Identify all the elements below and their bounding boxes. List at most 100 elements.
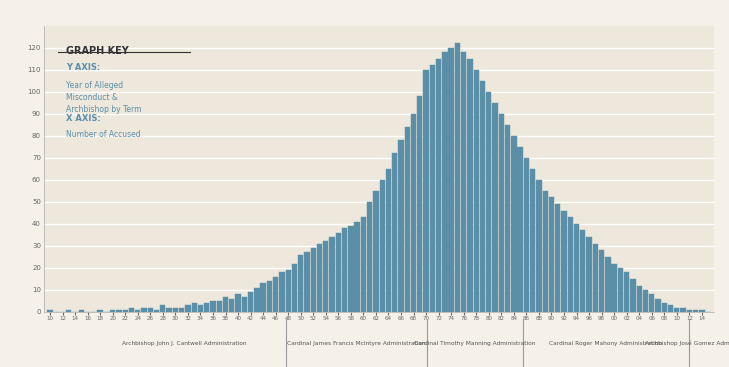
Bar <box>273 277 278 312</box>
Bar <box>267 281 272 312</box>
Bar <box>455 43 460 312</box>
Bar <box>367 202 373 312</box>
Bar <box>417 96 423 312</box>
Bar <box>204 303 209 312</box>
Bar <box>47 310 52 312</box>
Bar <box>624 272 629 312</box>
Bar <box>593 244 598 312</box>
Bar <box>443 52 448 312</box>
Bar <box>342 228 347 312</box>
Bar <box>699 310 704 312</box>
Bar <box>98 310 103 312</box>
Bar <box>480 81 486 312</box>
Bar <box>555 204 561 312</box>
Bar <box>323 241 329 312</box>
Bar <box>649 294 655 312</box>
Bar <box>461 52 467 312</box>
Bar <box>574 224 579 312</box>
Bar <box>198 305 203 312</box>
Bar <box>424 70 429 312</box>
Bar <box>298 255 303 312</box>
Bar <box>79 310 84 312</box>
Bar <box>586 237 592 312</box>
Bar <box>411 114 416 312</box>
Bar <box>185 305 190 312</box>
Bar <box>129 308 134 312</box>
Bar <box>542 191 548 312</box>
Text: X AXIS:: X AXIS: <box>66 113 101 123</box>
Bar <box>248 292 253 312</box>
Bar <box>223 297 228 312</box>
Bar <box>530 169 535 312</box>
Text: Cardinal Roger Mahony Administration: Cardinal Roger Mahony Administration <box>549 341 663 346</box>
Bar <box>605 257 610 312</box>
Bar <box>392 153 397 312</box>
Bar <box>537 180 542 312</box>
Bar <box>668 305 673 312</box>
Bar <box>373 191 378 312</box>
Bar <box>617 268 623 312</box>
Bar <box>380 180 385 312</box>
Bar <box>66 310 71 312</box>
Bar <box>254 288 260 312</box>
Text: Cardinal Timothy Manning Administration: Cardinal Timothy Manning Administration <box>414 341 536 346</box>
Bar <box>241 297 247 312</box>
Bar <box>361 217 366 312</box>
Bar <box>229 299 235 312</box>
Bar <box>429 65 435 312</box>
Text: Y AXIS:: Y AXIS: <box>66 63 100 72</box>
Bar <box>235 294 241 312</box>
Bar <box>448 48 454 312</box>
Bar <box>511 136 517 312</box>
Bar <box>286 270 291 312</box>
Bar <box>687 310 692 312</box>
Bar <box>655 299 660 312</box>
Bar <box>110 310 115 312</box>
Bar <box>160 305 165 312</box>
Bar <box>335 233 341 312</box>
Bar <box>674 308 679 312</box>
Bar <box>179 308 184 312</box>
Bar <box>354 222 360 312</box>
Bar <box>499 114 504 312</box>
Bar <box>636 286 642 312</box>
Bar <box>599 250 604 312</box>
Text: Year of Alleged
Misconduct &
Archbishop by Term: Year of Alleged Misconduct & Archbishop … <box>66 81 141 113</box>
Bar <box>304 252 310 312</box>
Text: Archbishop John J. Cantwell Administration: Archbishop John J. Cantwell Administrati… <box>122 341 246 346</box>
Bar <box>135 310 141 312</box>
Bar <box>260 283 266 312</box>
Bar <box>122 310 128 312</box>
Bar <box>117 310 122 312</box>
Bar <box>292 264 297 312</box>
Bar <box>386 169 391 312</box>
Bar <box>643 290 648 312</box>
Bar <box>523 158 529 312</box>
Bar <box>486 92 491 312</box>
Bar <box>467 59 472 312</box>
Bar <box>492 103 498 312</box>
Bar <box>173 308 178 312</box>
Bar <box>210 301 216 312</box>
Bar <box>330 237 335 312</box>
Bar <box>141 308 147 312</box>
Bar <box>518 147 523 312</box>
Bar <box>311 248 316 312</box>
Bar <box>680 308 686 312</box>
Bar <box>662 303 667 312</box>
Bar <box>568 217 573 312</box>
Bar <box>631 279 636 312</box>
Text: GRAPH KEY: GRAPH KEY <box>66 46 128 56</box>
Bar <box>166 308 172 312</box>
Bar <box>217 301 222 312</box>
Bar <box>436 59 441 312</box>
Text: Cardinal James Francis McIntyre Administration: Cardinal James Francis McIntyre Administ… <box>287 341 426 346</box>
Bar <box>505 125 510 312</box>
Bar <box>612 264 617 312</box>
Bar <box>398 140 404 312</box>
Bar <box>192 303 197 312</box>
Text: Number of Accused: Number of Accused <box>66 130 140 139</box>
Bar <box>317 244 322 312</box>
Bar <box>279 272 284 312</box>
Text: Archbishop José Gomez Administration: Archbishop José Gomez Administration <box>644 341 729 346</box>
